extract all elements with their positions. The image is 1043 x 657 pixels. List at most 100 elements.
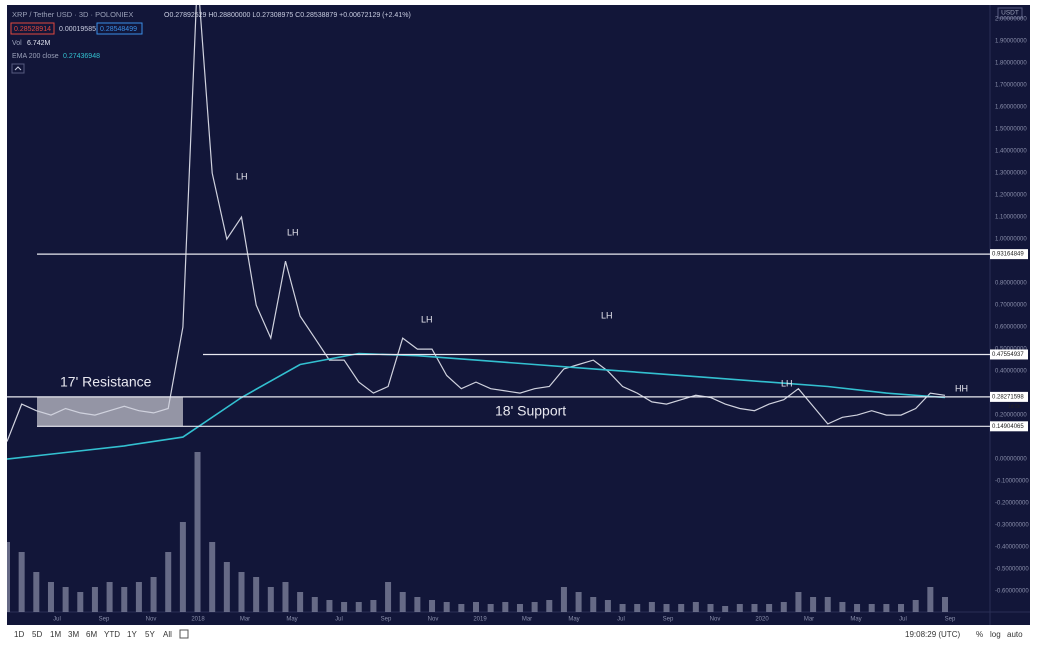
volume-bar [619, 604, 626, 612]
volume-bar [678, 604, 685, 612]
level-label-box [990, 391, 1028, 402]
range-button[interactable]: 6M [86, 630, 97, 639]
volume-bar [121, 587, 128, 612]
y-tick-label: 1.70000000 [995, 83, 1027, 89]
volume-bar [179, 522, 186, 612]
volume-bar [62, 587, 69, 612]
volume-bar [839, 602, 846, 612]
y-tick-label: -0.40000000 [995, 545, 1029, 551]
y-tick-label: 0.40000000 [995, 369, 1027, 375]
volume-bar [267, 587, 274, 612]
y-tick-label: 1.20000000 [995, 193, 1027, 199]
volume-bar [385, 582, 392, 612]
volume-bar [692, 602, 699, 612]
clock: 19:08:29 (UTC) [905, 630, 960, 639]
volume-bar [223, 562, 230, 612]
volume-bar [546, 600, 553, 612]
collapse-icon [14, 66, 22, 71]
volume-bar [326, 600, 333, 612]
volume-bar [810, 597, 817, 612]
ema-line [7, 352, 946, 460]
volume-bar [487, 604, 494, 612]
y-tick-label: -0.20000000 [995, 501, 1029, 507]
volume-bar [868, 604, 875, 612]
time-label: Jul [53, 617, 61, 623]
y-tick-label: 1.10000000 [995, 215, 1027, 221]
symbol: XRP / Tether USD · 3D · POLONIEX [12, 10, 133, 19]
volume-bar [722, 606, 729, 612]
y-tick-label: 2.00000000 [995, 17, 1027, 23]
volume-bar [91, 587, 98, 612]
time-label: Nov [428, 617, 439, 623]
annotation: HH [955, 383, 968, 393]
range-button[interactable]: All [163, 630, 172, 639]
log-toggle[interactable]: log [990, 630, 1001, 639]
volume-label: Vol [12, 40, 22, 47]
level-label: 0.93164849 [992, 252, 1024, 258]
volume-bar [531, 602, 538, 612]
y-tick-label: 0.60000000 [995, 325, 1027, 331]
y-tick-label: 1.40000000 [995, 149, 1027, 155]
y-tick-label: 1.00000000 [995, 237, 1027, 243]
time-label: Nov [710, 617, 721, 623]
bid-box [10, 22, 55, 35]
volume-value: 6.742M [27, 40, 51, 47]
time-label: Sep [381, 617, 392, 623]
ohlc: O0.27892529 H0.28800000 L0.27308975 C0.2… [164, 12, 411, 19]
y-tick-label: 1.30000000 [995, 171, 1027, 177]
annotation: LH [601, 310, 613, 320]
time-label: Sep [99, 617, 110, 623]
collapse-button[interactable] [11, 63, 25, 74]
volume-bar [795, 592, 802, 612]
countdown: 1d 5h [1008, 404, 1021, 410]
currency-box [997, 7, 1023, 19]
volume-bar [824, 597, 831, 612]
time-label: Jul [617, 617, 625, 623]
volume-bar [736, 604, 743, 612]
volume-bar [18, 552, 25, 612]
volume-bar [238, 572, 245, 612]
volume-bar [297, 592, 304, 612]
volume-bar [311, 597, 318, 612]
range-button[interactable]: YTD [104, 630, 120, 639]
toolbar [0, 625, 1043, 652]
volume-bar [150, 577, 157, 612]
volume-bar [707, 604, 714, 612]
volume-bar [590, 597, 597, 612]
range-button[interactable]: 5D [32, 630, 42, 639]
y-tick-label: 0.70000000 [995, 303, 1027, 309]
y-tick-label: 0.00000000 [995, 457, 1027, 463]
volume-bar [780, 602, 787, 612]
time-label: May [286, 617, 297, 623]
level-label: 0.28271598 [992, 394, 1024, 400]
range-button[interactable]: 1D [14, 630, 24, 639]
time-label: 2018 [191, 617, 205, 623]
volume-bar [604, 600, 611, 612]
time-label: Jul [899, 617, 907, 623]
annotation: LH [421, 314, 433, 324]
price-line [7, 5, 946, 442]
volume-bar [927, 587, 934, 612]
time-label: 2020 [755, 617, 769, 623]
level-label-box [990, 349, 1028, 360]
annotation: 17' Resistance [60, 374, 152, 390]
range-button[interactable]: 3M [68, 630, 79, 639]
volume-bar [663, 604, 670, 612]
volume-bar [370, 600, 377, 612]
percent-toggle[interactable]: % [976, 630, 983, 639]
spread: 0.00019585 [59, 26, 96, 33]
volume-bar [253, 577, 260, 612]
range-button[interactable]: 1Y [127, 630, 137, 639]
chart-background [7, 5, 1030, 625]
level-label: 0.47554937 [992, 352, 1024, 358]
ema-value: 0.27436948 [63, 53, 100, 60]
auto-toggle[interactable]: auto [1007, 630, 1023, 639]
range-button[interactable]: 5Y [145, 630, 155, 639]
ask-box [96, 22, 143, 35]
bid: 0.28528914 [14, 26, 51, 33]
date-range-icon[interactable] [179, 629, 189, 639]
annotation: LH [781, 378, 793, 388]
range-button[interactable]: 1M [50, 630, 61, 639]
y-tick-label: 0.80000000 [995, 281, 1027, 287]
